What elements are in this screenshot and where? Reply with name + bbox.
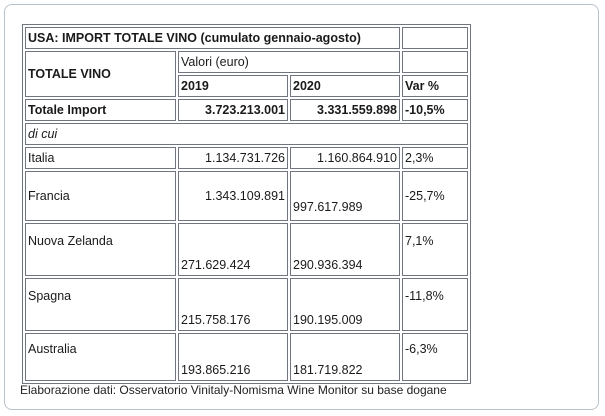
value-2019: 1.134.731.726 — [178, 147, 288, 169]
values-header: Valori (euro) — [178, 51, 400, 73]
table-row-total: Totale Import 3.723.213.001 3.331.559.89… — [25, 99, 468, 121]
value-2020: 997.617.989 — [290, 171, 400, 221]
table-title: USA: IMPORT TOTALE VINO (cumulato gennai… — [25, 27, 400, 49]
value-2020: 1.160.864.910 — [290, 147, 400, 169]
table-row: Francia 1.343.109.891 997.617.989 -25,7% — [25, 171, 468, 221]
value-var: 2,3% — [402, 147, 468, 169]
total-var: -10,5% — [402, 99, 468, 121]
country-name: Nuova Zelanda — [25, 223, 176, 276]
table-row: Spagna 215.758.176 190.195.009 -11,8% — [25, 278, 468, 331]
table-row: Nuova Zelanda 271.629.424 290.936.394 7,… — [25, 223, 468, 276]
value-var: -6,3% — [402, 333, 468, 381]
column-header-2019: 2019 — [178, 75, 288, 97]
country-name: Francia — [25, 171, 176, 221]
table-row: Australia 193.865.216 181.719.822 -6,3% — [25, 333, 468, 381]
total-label: Totale Import — [25, 99, 176, 121]
country-name: Spagna — [25, 278, 176, 331]
total-2020: 3.331.559.898 — [290, 99, 400, 121]
total-2019: 3.723.213.001 — [178, 99, 288, 121]
value-2020: 181.719.822 — [290, 333, 400, 381]
value-2019: 215.758.176 — [178, 278, 288, 331]
value-2020: 190.195.009 — [290, 278, 400, 331]
value-var: -11,8% — [402, 278, 468, 331]
value-2020: 290.936.394 — [290, 223, 400, 276]
country-name: Australia — [25, 333, 176, 381]
column-header-var: Var % — [402, 75, 468, 97]
source-footnote: Elaborazione dati: Osservatorio Vinitaly… — [20, 383, 447, 397]
wine-import-table: USA: IMPORT TOTALE VINO (cumulato gennai… — [22, 24, 471, 384]
value-2019: 193.865.216 — [178, 333, 288, 381]
country-name: Italia — [25, 147, 176, 169]
title-empty-cell — [402, 27, 468, 49]
column-header-2020: 2020 — [290, 75, 400, 97]
values-empty-cell — [402, 51, 468, 73]
screenshot-frame: USA: IMPORT TOTALE VINO (cumulato gennai… — [4, 4, 599, 410]
value-var: -25,7% — [402, 171, 468, 221]
value-2019: 271.629.424 — [178, 223, 288, 276]
value-var: 7,1% — [402, 223, 468, 276]
value-2019: 1.343.109.891 — [178, 171, 288, 221]
di-cui-label: di cui — [25, 123, 468, 145]
table-row: Italia 1.134.731.726 1.160.864.910 2,3% — [25, 147, 468, 169]
row-header-label: TOTALE VINO — [25, 51, 176, 97]
